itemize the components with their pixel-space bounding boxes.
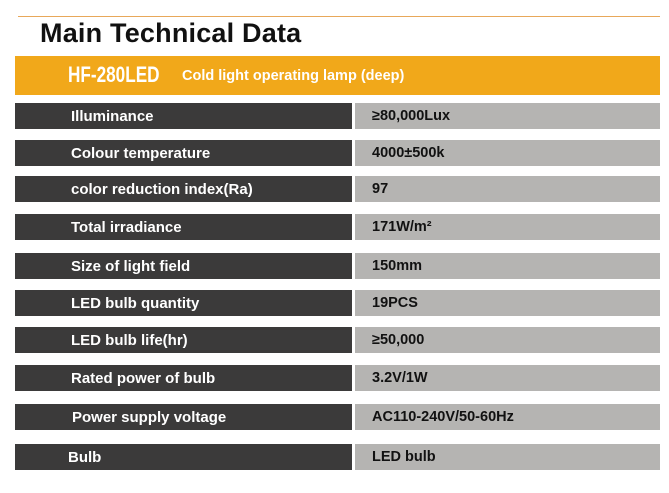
spec-row-rated-power-of-bulb: Rated power of bulb 3.2V/1W <box>15 365 660 391</box>
spec-label: LED bulb quantity <box>15 290 352 316</box>
product-banner: HF-280LED Cold light operating lamp (dee… <box>15 56 660 95</box>
row-separator <box>352 103 355 129</box>
spec-row-size-of-light-field: Size of light field 150mm <box>15 253 660 279</box>
spec-row-color-reduction-index: color reduction index(Ra) 97 <box>15 176 660 202</box>
spec-row-colour-temperature: Colour temperature 4000±500k <box>15 140 660 166</box>
spec-label: color reduction index(Ra) <box>15 176 352 202</box>
spec-value: 3.2V/1W <box>355 365 660 391</box>
spec-row-illuminance: Illuminance ≥80,000Lux <box>15 103 660 129</box>
spec-table: Illuminance ≥80,000Lux Colour temperatur… <box>15 0 660 493</box>
spec-value: ≥50,000 <box>355 327 660 353</box>
row-separator <box>352 327 355 353</box>
spec-label: Bulb <box>15 444 352 470</box>
spec-label: Total irradiance <box>15 214 352 240</box>
spec-label: Illuminance <box>15 103 352 129</box>
spec-label: Colour temperature <box>15 140 352 166</box>
top-divider-line <box>18 16 660 17</box>
row-separator <box>352 404 355 430</box>
spec-row-led-bulb-life: LED bulb life(hr) ≥50,000 <box>15 327 660 353</box>
spec-label: Size of light field <box>15 253 352 279</box>
spec-value: AC110-240V/50-60Hz <box>355 404 660 430</box>
spec-row-total-irradiance: Total irradiance 171W/m² <box>15 214 660 240</box>
row-separator <box>352 140 355 166</box>
row-separator <box>352 176 355 202</box>
spec-label: Power supply voltage <box>15 404 352 430</box>
spec-row-power-supply-voltage: Power supply voltage AC110-240V/50-60Hz <box>15 404 660 430</box>
spec-value: 150mm <box>355 253 660 279</box>
spec-value: 171W/m² <box>355 214 660 240</box>
spec-value: LED bulb <box>355 444 660 470</box>
banner-description: Cold light operating lamp (deep) <box>182 68 405 84</box>
row-separator <box>352 444 355 470</box>
spec-value: ≥80,000Lux <box>355 103 660 129</box>
spec-label: LED bulb life(hr) <box>15 327 352 353</box>
row-separator <box>352 253 355 279</box>
spec-row-bulb: Bulb LED bulb <box>15 444 660 470</box>
spec-label: Rated power of bulb <box>15 365 352 391</box>
spec-row-led-bulb-quantity: LED bulb quantity 19PCS <box>15 290 660 316</box>
spec-value: 97 <box>355 176 660 202</box>
page-title: Main Technical Data <box>40 18 302 48</box>
banner-model-name: HF-280LED <box>68 62 160 87</box>
spec-value: 4000±500k <box>355 140 660 166</box>
row-separator <box>352 214 355 240</box>
row-separator <box>352 365 355 391</box>
spec-value: 19PCS <box>355 290 660 316</box>
row-separator <box>352 290 355 316</box>
